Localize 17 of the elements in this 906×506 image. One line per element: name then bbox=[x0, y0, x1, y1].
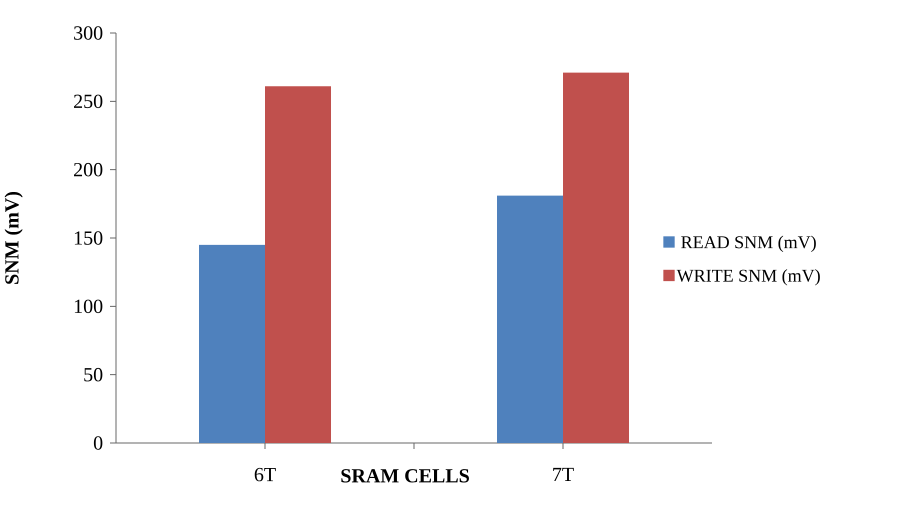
y-tick-label: 0 bbox=[94, 436, 102, 450]
y-tick-label: 150 bbox=[74, 231, 102, 245]
bar bbox=[265, 86, 332, 443]
bar bbox=[497, 196, 564, 443]
y-tick-label: 200 bbox=[74, 162, 102, 176]
bar bbox=[199, 244, 265, 443]
y-tick-label: 250 bbox=[74, 94, 102, 108]
y-tick-label: 100 bbox=[74, 300, 102, 314]
bar bbox=[563, 72, 630, 443]
x-axis-title: SRAM CELLS bbox=[341, 469, 469, 483]
y-tick-label: 300 bbox=[74, 26, 102, 40]
x-tick-label: 6T bbox=[254, 468, 276, 482]
y-tick-label: 50 bbox=[84, 368, 102, 382]
legend-label: WRITE SNM (mV) bbox=[676, 269, 820, 286]
legend-label: READ SNM (mV) bbox=[681, 236, 816, 252]
y-axis-title: SNM (mV) bbox=[4, 192, 23, 284]
x-tick-label: 7T bbox=[553, 468, 574, 481]
